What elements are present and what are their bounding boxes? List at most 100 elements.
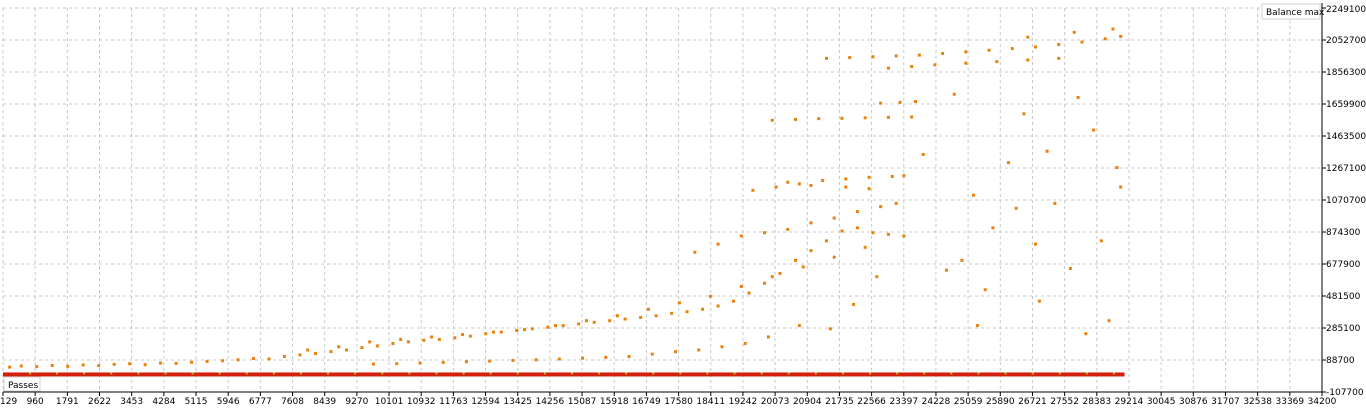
data-point	[19, 364, 23, 368]
baseline-band	[3, 372, 1125, 377]
data-point	[8, 365, 12, 369]
data-point	[615, 314, 619, 318]
data-point	[701, 307, 705, 311]
data-point	[809, 183, 813, 187]
baseline-point	[543, 372, 546, 375]
x-tick-label: 25890	[986, 397, 1015, 407]
y-tick-label: 1463500	[1326, 132, 1366, 142]
data-point	[770, 275, 774, 279]
data-point	[81, 363, 85, 367]
data-point	[917, 53, 921, 57]
data-point	[1010, 47, 1014, 51]
x-tick-label: 3453	[120, 397, 143, 407]
data-point	[774, 185, 778, 189]
data-point	[360, 346, 364, 350]
data-point	[639, 315, 643, 319]
data-point	[809, 221, 813, 225]
y-tick-label: 1856300	[1326, 68, 1366, 78]
data-point	[1068, 267, 1072, 271]
data-point	[817, 117, 821, 121]
baseline-point	[354, 372, 357, 375]
data-point	[267, 357, 271, 361]
data-point	[716, 242, 720, 246]
x-tick-label: 23397	[889, 397, 918, 407]
y-tick-label: 88700	[1326, 356, 1355, 366]
data-point	[778, 271, 782, 275]
data-point	[515, 328, 519, 332]
data-point	[499, 330, 503, 334]
data-point	[910, 115, 914, 119]
data-point	[902, 174, 906, 178]
data-point	[418, 361, 422, 365]
xlabel-box	[3, 376, 41, 392]
data-point	[236, 358, 240, 362]
data-point	[604, 355, 608, 359]
data-point	[739, 284, 743, 288]
data-point	[914, 100, 918, 104]
x-tick-label: 31707	[1211, 397, 1240, 407]
data-point	[972, 193, 976, 197]
data-point	[190, 360, 194, 364]
data-point	[824, 239, 828, 243]
data-point	[921, 152, 925, 156]
data-point	[143, 363, 147, 367]
data-point	[1099, 239, 1103, 243]
data-point	[464, 360, 468, 364]
data-point	[650, 352, 654, 356]
data-point	[910, 65, 914, 69]
data-point	[205, 359, 209, 363]
data-point	[368, 340, 372, 344]
data-point	[461, 333, 465, 337]
data-point	[944, 268, 948, 272]
data-point	[1026, 58, 1030, 62]
data-point	[844, 177, 848, 181]
data-point	[821, 179, 825, 183]
data-point	[468, 334, 472, 338]
baseline-point	[977, 372, 980, 375]
data-point	[1076, 95, 1080, 99]
data-point	[952, 92, 956, 96]
baseline-point	[760, 372, 763, 375]
data-point	[1037, 299, 1041, 303]
data-point	[716, 304, 720, 308]
baseline-point	[489, 372, 492, 375]
baseline-point	[110, 372, 113, 375]
data-point	[592, 320, 596, 324]
x-tick-label: 8439	[313, 397, 336, 407]
data-point	[786, 227, 790, 231]
y-tick-label: 285100	[1326, 324, 1361, 334]
data-point	[375, 344, 379, 348]
data-point	[1080, 40, 1084, 44]
data-point	[751, 188, 755, 192]
data-point	[894, 54, 898, 58]
data-point	[488, 359, 492, 363]
ylabel-box	[1261, 3, 1321, 20]
data-point	[581, 356, 585, 360]
data-point	[1057, 43, 1061, 47]
data-point	[848, 56, 852, 60]
baseline-point	[164, 372, 167, 375]
x-tick-label: 21735	[825, 397, 854, 407]
data-point	[886, 66, 890, 70]
baseline-point	[462, 372, 465, 375]
x-tick-label: 5946	[217, 397, 240, 407]
x-tick-label: 13425	[503, 397, 532, 407]
x-tick-label: 2622	[88, 397, 111, 407]
data-point	[964, 61, 968, 65]
data-point	[1111, 27, 1115, 31]
baseline-point	[679, 372, 682, 375]
data-point	[1092, 128, 1096, 132]
data-point	[975, 324, 979, 328]
x-tick-label: 32538	[1243, 397, 1272, 407]
data-point	[511, 358, 515, 362]
x-tick-label: 15918	[600, 397, 629, 407]
baseline-point	[1112, 372, 1115, 375]
data-point	[252, 356, 256, 360]
x-tick-label: 17580	[664, 397, 693, 407]
data-point	[871, 55, 875, 59]
baseline-point	[272, 372, 275, 375]
grid-lines	[2, 7, 1323, 393]
data-point	[886, 115, 890, 119]
x-tick-label: 15087	[568, 397, 597, 407]
